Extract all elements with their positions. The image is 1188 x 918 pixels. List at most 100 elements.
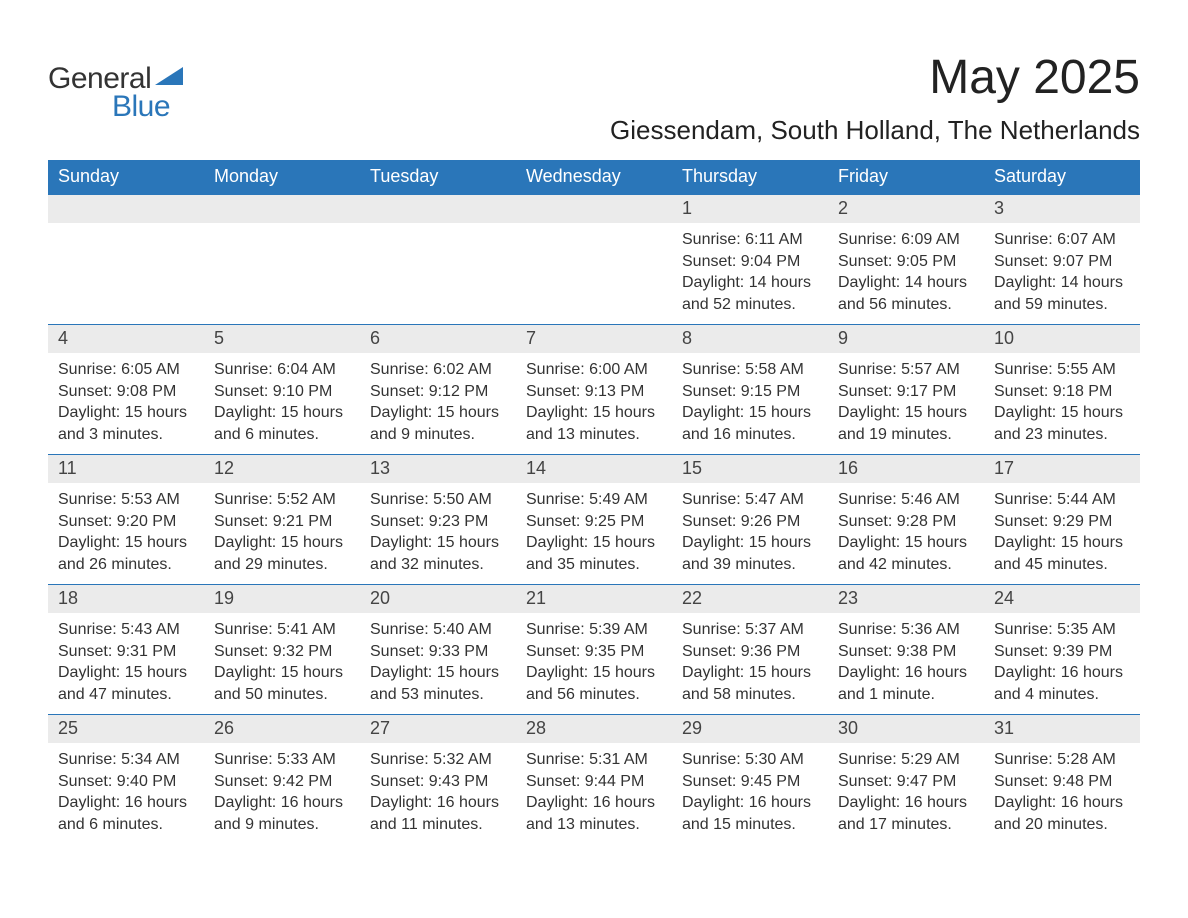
day-number: 19 bbox=[204, 585, 360, 613]
day-details: Sunrise: 5:43 AMSunset: 9:31 PMDaylight:… bbox=[48, 613, 204, 713]
day-cell: 1Sunrise: 6:11 AMSunset: 9:04 PMDaylight… bbox=[672, 195, 828, 324]
day-number: 21 bbox=[516, 585, 672, 613]
day-detail-line: Sunrise: 6:00 AM bbox=[526, 359, 662, 381]
day-detail-line: and 6 minutes. bbox=[214, 424, 350, 446]
day-detail-line: Sunrise: 5:40 AM bbox=[370, 619, 506, 641]
day-detail-line: Sunset: 9:39 PM bbox=[994, 641, 1130, 663]
day-detail-line: and 59 minutes. bbox=[994, 294, 1130, 316]
day-details: Sunrise: 5:44 AMSunset: 9:29 PMDaylight:… bbox=[984, 483, 1140, 583]
day-number: 4 bbox=[48, 325, 204, 353]
day-cell: 26Sunrise: 5:33 AMSunset: 9:42 PMDayligh… bbox=[204, 715, 360, 844]
day-cell: . bbox=[360, 195, 516, 324]
day-detail-line: Sunset: 9:33 PM bbox=[370, 641, 506, 663]
day-detail-line: and 20 minutes. bbox=[994, 814, 1130, 836]
day-number: 24 bbox=[984, 585, 1140, 613]
day-detail-line: Daylight: 15 hours bbox=[994, 532, 1130, 554]
logo: General Blue bbox=[48, 62, 183, 124]
day-detail-line: Sunrise: 5:36 AM bbox=[838, 619, 974, 641]
day-detail-line: Sunset: 9:12 PM bbox=[370, 381, 506, 403]
day-detail-line: Sunset: 9:05 PM bbox=[838, 251, 974, 273]
day-details: Sunrise: 6:02 AMSunset: 9:12 PMDaylight:… bbox=[360, 353, 516, 453]
day-detail-line: Daylight: 16 hours bbox=[370, 792, 506, 814]
day-number: 1 bbox=[672, 195, 828, 223]
day-number: 30 bbox=[828, 715, 984, 743]
day-number: 26 bbox=[204, 715, 360, 743]
day-number: 16 bbox=[828, 455, 984, 483]
location-subtitle: Giessendam, South Holland, The Netherlan… bbox=[610, 115, 1140, 146]
day-detail-line: Sunset: 9:28 PM bbox=[838, 511, 974, 533]
day-number: 12 bbox=[204, 455, 360, 483]
day-detail-line: and 52 minutes. bbox=[682, 294, 818, 316]
day-detail-line: Sunset: 9:29 PM bbox=[994, 511, 1130, 533]
day-detail-line: and 15 minutes. bbox=[682, 814, 818, 836]
day-detail-line: Sunset: 9:18 PM bbox=[994, 381, 1130, 403]
day-cell: . bbox=[204, 195, 360, 324]
day-number: 9 bbox=[828, 325, 984, 353]
day-detail-line: Sunset: 9:08 PM bbox=[58, 381, 194, 403]
day-cell: 25Sunrise: 5:34 AMSunset: 9:40 PMDayligh… bbox=[48, 715, 204, 844]
weekday-header: Tuesday bbox=[360, 160, 516, 194]
day-details: Sunrise: 5:41 AMSunset: 9:32 PMDaylight:… bbox=[204, 613, 360, 713]
day-detail-line: Sunrise: 5:41 AM bbox=[214, 619, 350, 641]
day-details: Sunrise: 5:55 AMSunset: 9:18 PMDaylight:… bbox=[984, 353, 1140, 453]
day-details: Sunrise: 5:40 AMSunset: 9:33 PMDaylight:… bbox=[360, 613, 516, 713]
day-detail-line: Sunrise: 5:32 AM bbox=[370, 749, 506, 771]
day-number: 17 bbox=[984, 455, 1140, 483]
day-detail-line: Sunrise: 6:05 AM bbox=[58, 359, 194, 381]
day-detail-line: Daylight: 15 hours bbox=[682, 532, 818, 554]
day-detail-line: and 16 minutes. bbox=[682, 424, 818, 446]
day-detail-line: Sunset: 9:44 PM bbox=[526, 771, 662, 793]
day-details: Sunrise: 5:49 AMSunset: 9:25 PMDaylight:… bbox=[516, 483, 672, 583]
day-cell: 28Sunrise: 5:31 AMSunset: 9:44 PMDayligh… bbox=[516, 715, 672, 844]
day-details: Sunrise: 5:32 AMSunset: 9:43 PMDaylight:… bbox=[360, 743, 516, 843]
page-title: May 2025 bbox=[610, 50, 1140, 105]
day-number: 23 bbox=[828, 585, 984, 613]
day-cell: 17Sunrise: 5:44 AMSunset: 9:29 PMDayligh… bbox=[984, 455, 1140, 584]
day-detail-line: Sunset: 9:23 PM bbox=[370, 511, 506, 533]
day-detail-line: and 6 minutes. bbox=[58, 814, 194, 836]
day-detail-line: Sunset: 9:42 PM bbox=[214, 771, 350, 793]
day-detail-line: Daylight: 16 hours bbox=[994, 662, 1130, 684]
day-cell: 7Sunrise: 6:00 AMSunset: 9:13 PMDaylight… bbox=[516, 325, 672, 454]
day-detail-line: Sunrise: 6:09 AM bbox=[838, 229, 974, 251]
day-detail-line: Sunrise: 5:33 AM bbox=[214, 749, 350, 771]
day-detail-line: and 13 minutes. bbox=[526, 814, 662, 836]
day-detail-line: Sunset: 9:10 PM bbox=[214, 381, 350, 403]
day-number: 20 bbox=[360, 585, 516, 613]
logo-triangle-icon bbox=[155, 67, 183, 90]
day-detail-line: Sunset: 9:25 PM bbox=[526, 511, 662, 533]
day-number: 8 bbox=[672, 325, 828, 353]
day-cell: 21Sunrise: 5:39 AMSunset: 9:35 PMDayligh… bbox=[516, 585, 672, 714]
day-detail-line: Sunrise: 6:04 AM bbox=[214, 359, 350, 381]
day-detail-line: and 32 minutes. bbox=[370, 554, 506, 576]
day-detail-line: and 50 minutes. bbox=[214, 684, 350, 706]
day-detail-line: Daylight: 15 hours bbox=[370, 532, 506, 554]
day-detail-line: Daylight: 16 hours bbox=[682, 792, 818, 814]
day-detail-line: Sunset: 9:38 PM bbox=[838, 641, 974, 663]
day-details: Sunrise: 5:34 AMSunset: 9:40 PMDaylight:… bbox=[48, 743, 204, 843]
day-detail-line: Daylight: 15 hours bbox=[994, 402, 1130, 424]
day-cell: 27Sunrise: 5:32 AMSunset: 9:43 PMDayligh… bbox=[360, 715, 516, 844]
day-number: 25 bbox=[48, 715, 204, 743]
day-detail-line: Daylight: 16 hours bbox=[994, 792, 1130, 814]
week-row: 4Sunrise: 6:05 AMSunset: 9:08 PMDaylight… bbox=[48, 324, 1140, 454]
day-detail-line: Daylight: 15 hours bbox=[838, 532, 974, 554]
day-detail-line: Daylight: 16 hours bbox=[526, 792, 662, 814]
day-number: 5 bbox=[204, 325, 360, 353]
day-details: Sunrise: 5:46 AMSunset: 9:28 PMDaylight:… bbox=[828, 483, 984, 583]
day-detail-line: Daylight: 15 hours bbox=[214, 402, 350, 424]
logo-text-blue: Blue bbox=[112, 90, 170, 124]
day-detail-line: Daylight: 15 hours bbox=[214, 532, 350, 554]
week-row: 25Sunrise: 5:34 AMSunset: 9:40 PMDayligh… bbox=[48, 714, 1140, 844]
day-detail-line: Sunrise: 6:02 AM bbox=[370, 359, 506, 381]
day-detail-line: Daylight: 15 hours bbox=[58, 402, 194, 424]
day-number: 11 bbox=[48, 455, 204, 483]
day-detail-line: Sunset: 9:45 PM bbox=[682, 771, 818, 793]
day-detail-line: Sunset: 9:35 PM bbox=[526, 641, 662, 663]
day-detail-line: and 42 minutes. bbox=[838, 554, 974, 576]
day-detail-line: and 35 minutes. bbox=[526, 554, 662, 576]
day-detail-line: Sunset: 9:47 PM bbox=[838, 771, 974, 793]
week-row: 11Sunrise: 5:53 AMSunset: 9:20 PMDayligh… bbox=[48, 454, 1140, 584]
day-cell: 2Sunrise: 6:09 AMSunset: 9:05 PMDaylight… bbox=[828, 195, 984, 324]
weekday-header: Wednesday bbox=[516, 160, 672, 194]
